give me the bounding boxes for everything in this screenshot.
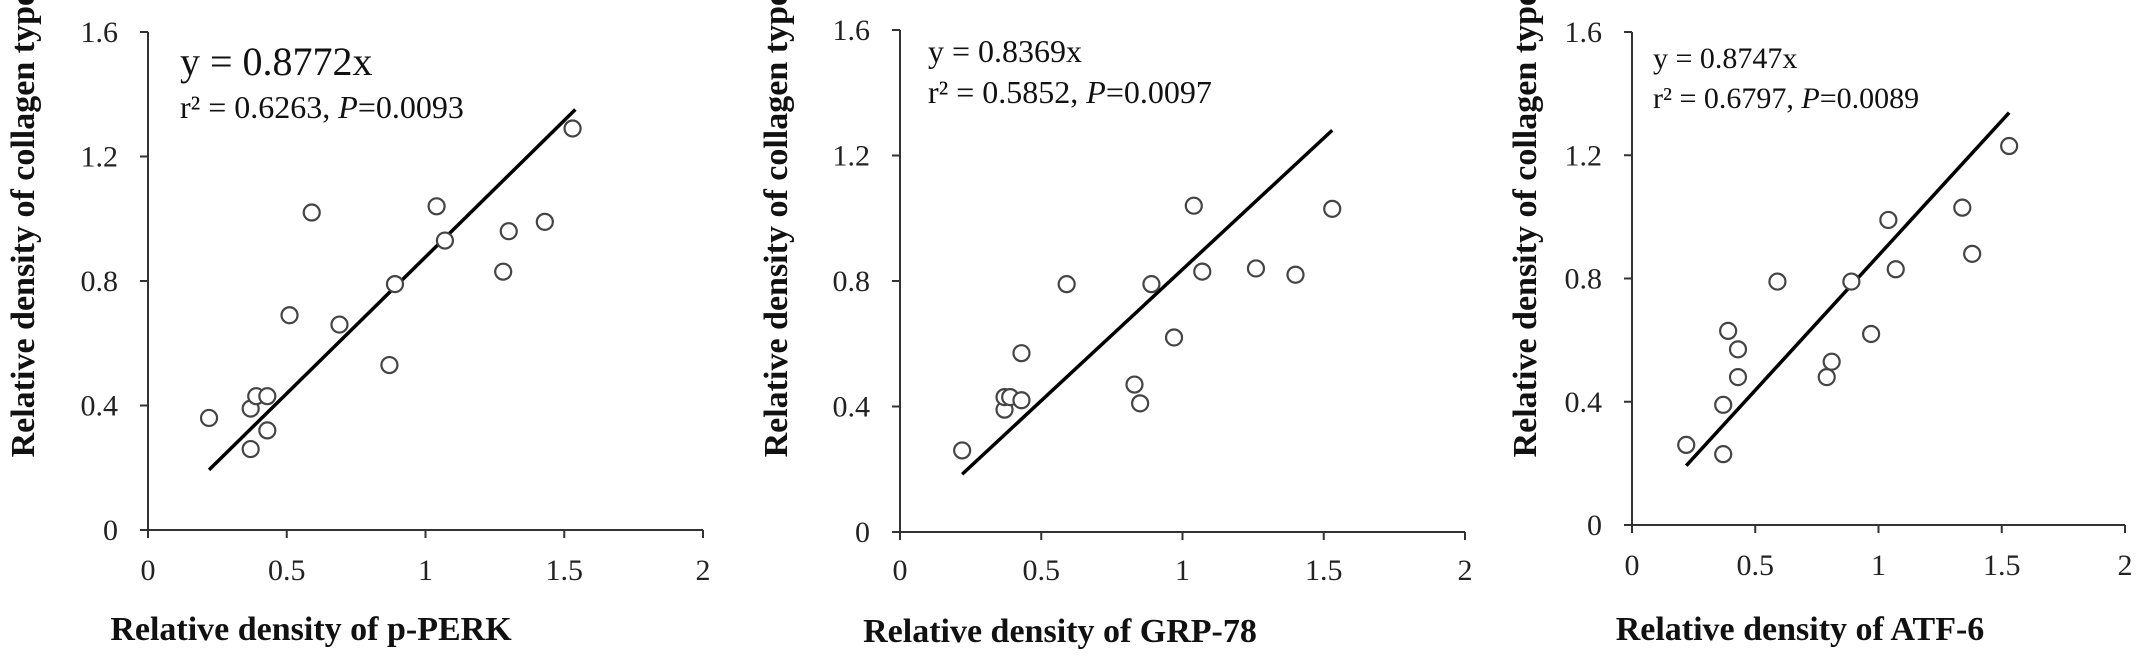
- data-point: [1012, 344, 1031, 363]
- data-point: [280, 306, 299, 325]
- y-tick-label: 1.6: [833, 14, 871, 47]
- data-point: [1886, 260, 1905, 279]
- y-axis-label: Relative density of collagen type-1: [5, 0, 42, 457]
- data-point: [1822, 352, 1841, 371]
- x-axis-label: Relative density of p-PERK: [110, 611, 512, 648]
- x-tick-label: 0: [1625, 549, 1640, 582]
- x-tick-label: 1.5: [1305, 554, 1343, 587]
- chart-panel-grp-78: Relative density of collagen type-1 Rela…: [758, 0, 1473, 650]
- data-point: [1142, 275, 1161, 294]
- data-point: [380, 355, 399, 375]
- y-tick-label: 0.4: [833, 391, 871, 424]
- data-point: [241, 439, 260, 459]
- x-tick-label: 1: [418, 554, 433, 587]
- data-point: [1719, 321, 1738, 340]
- data-point: [258, 387, 277, 406]
- data-point: [427, 197, 446, 216]
- regression-stats: r² = 0.5852, P=0.0097: [928, 74, 1212, 110]
- data-point: [1131, 394, 1150, 413]
- x-tick-label: 0.5: [1737, 549, 1775, 582]
- y-tick-label: 0: [103, 514, 118, 547]
- x-tick-label: 1: [1175, 554, 1190, 587]
- data-point: [1164, 328, 1184, 347]
- data-point: [302, 203, 321, 222]
- x-tick-label: 0: [141, 554, 156, 587]
- data-point: [535, 212, 554, 231]
- x-tick-label: 0.5: [1023, 554, 1061, 587]
- x-tick-label: 2: [2118, 549, 2133, 582]
- data-point: [1728, 340, 1748, 359]
- data-point: [2000, 136, 2019, 156]
- x-tick-label: 2: [696, 554, 711, 587]
- data-point: [1768, 272, 1787, 291]
- data-point: [494, 262, 513, 281]
- chart-panel-atf-6: Relative density of collagen type-1 Rela…: [1507, 0, 2133, 648]
- data-point: [1862, 324, 1881, 344]
- y-tick-label: 0.8: [81, 265, 119, 298]
- data-point: [1714, 445, 1733, 464]
- data-point: [563, 119, 582, 138]
- data-point: [1677, 435, 1696, 454]
- data-point: [1963, 244, 1982, 263]
- data-point: [1817, 368, 1836, 387]
- x-tick-label: 0: [893, 554, 908, 587]
- data-point: [1246, 259, 1266, 278]
- data-point: [1953, 198, 1972, 217]
- data-point: [435, 231, 455, 250]
- data-point: [1184, 196, 1203, 215]
- data-point: [199, 408, 219, 428]
- y-tick-label: 1.6: [1565, 16, 1603, 49]
- data-point: [1879, 210, 1898, 230]
- data-point: [1125, 375, 1144, 394]
- y-tick-label: 0.4: [81, 390, 119, 423]
- y-tick-label: 0.4: [1565, 386, 1603, 419]
- y-tick-label: 1.2: [1565, 139, 1603, 172]
- y-tick-label: 0.8: [1565, 263, 1603, 296]
- x-axis-label: Relative density of GRP-78: [863, 613, 1257, 650]
- data-point: [953, 441, 972, 460]
- data-point: [1193, 262, 1212, 281]
- chart-panel-p-perk: Relative density of collagen type-1 Rela…: [5, 0, 711, 648]
- regression-equation: y = 0.8747x: [1653, 42, 1797, 75]
- x-tick-label: 2: [1458, 554, 1473, 587]
- data-point: [1842, 272, 1861, 291]
- data-point: [1714, 395, 1733, 414]
- y-axis-label: Relative density of collagen type-1: [1507, 0, 1544, 457]
- regression-line: [960, 128, 1334, 476]
- y-tick-label: 0.8: [833, 265, 871, 298]
- y-tick-label: 1.6: [81, 16, 119, 49]
- data-point: [1057, 275, 1076, 294]
- x-tick-label: 1: [1871, 549, 1886, 582]
- data-point: [385, 275, 405, 294]
- data-point: [258, 421, 277, 440]
- data-point: [330, 315, 349, 334]
- data-point: [1286, 265, 1305, 284]
- regression-equation: y = 0.8772x: [180, 39, 373, 84]
- x-tick-label: 0.5: [268, 554, 306, 587]
- regression-stats: r² = 0.6263, P=0.0093: [180, 89, 464, 125]
- y-tick-label: 1.2: [81, 141, 119, 174]
- y-tick-label: 1.2: [833, 140, 871, 173]
- data-point: [1012, 391, 1031, 410]
- data-point: [1728, 368, 1748, 387]
- x-tick-label: 1.5: [546, 554, 584, 587]
- x-tick-label: 1.5: [1983, 549, 2021, 582]
- y-tick-label: 0: [855, 516, 870, 549]
- data-point: [499, 222, 518, 241]
- data-point: [1323, 199, 1342, 218]
- regression-equation: y = 0.8369x: [928, 33, 1082, 69]
- x-axis-label: Relative density of ATF-6: [1616, 611, 1985, 648]
- y-tick-label: 0: [1587, 509, 1602, 542]
- regression-stats: r² = 0.6797, P=0.0089: [1653, 82, 1919, 115]
- y-axis-label: Relative density of collagen type-1: [758, 0, 795, 457]
